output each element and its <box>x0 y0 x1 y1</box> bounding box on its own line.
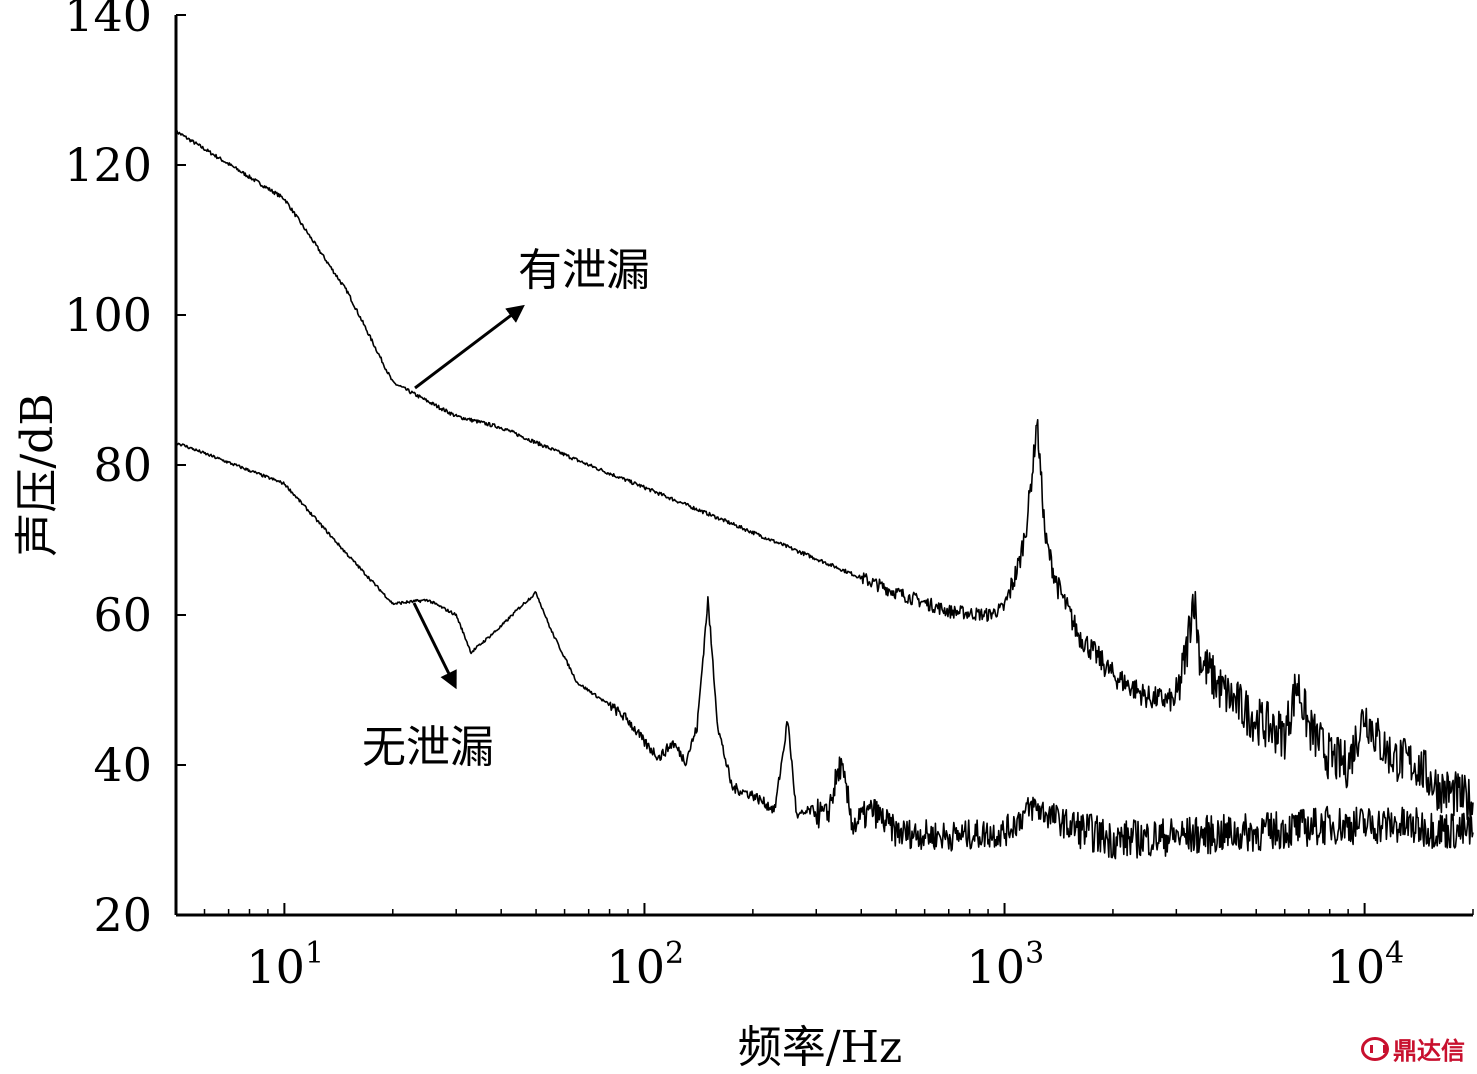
axes: 20 40 60 80 100 120 140 101 102 103 104 <box>64 0 1474 994</box>
annotation-layer: 有泄漏 无泄漏 <box>362 245 650 773</box>
y-axis-label: 声压/dB <box>12 393 63 556</box>
series-layer <box>175 129 1474 860</box>
annotation-noleak-arrow <box>412 602 457 690</box>
annotation-leak-label: 有泄漏 <box>518 245 650 296</box>
y-tick-label: 60 <box>93 588 152 642</box>
brand-logo-icon <box>1361 1036 1389 1061</box>
x-tick-label: 104 <box>1327 936 1405 994</box>
y-tick-label: 20 <box>93 888 152 942</box>
x-tick-label: 102 <box>606 936 684 994</box>
y-tick-label: 100 <box>64 288 152 342</box>
y-tick-label: 140 <box>64 0 152 42</box>
series-leak-line <box>175 129 1474 827</box>
y-tick-label: 80 <box>93 438 152 492</box>
annotation-noleak-label: 无泄漏 <box>362 722 494 773</box>
y-tick-label: 40 <box>93 738 152 792</box>
watermark: 鼎达信 <box>1361 1031 1465 1066</box>
x-tick-label: 103 <box>967 936 1045 994</box>
watermark-text: 鼎达信 <box>1393 1037 1465 1065</box>
y-tick-label: 120 <box>64 138 152 192</box>
x-axis-label: 频率/Hz <box>738 1022 902 1073</box>
series-noleak-line <box>175 441 1474 860</box>
annotation-leak-arrow <box>414 304 525 390</box>
x-tick-label: 101 <box>246 936 324 994</box>
